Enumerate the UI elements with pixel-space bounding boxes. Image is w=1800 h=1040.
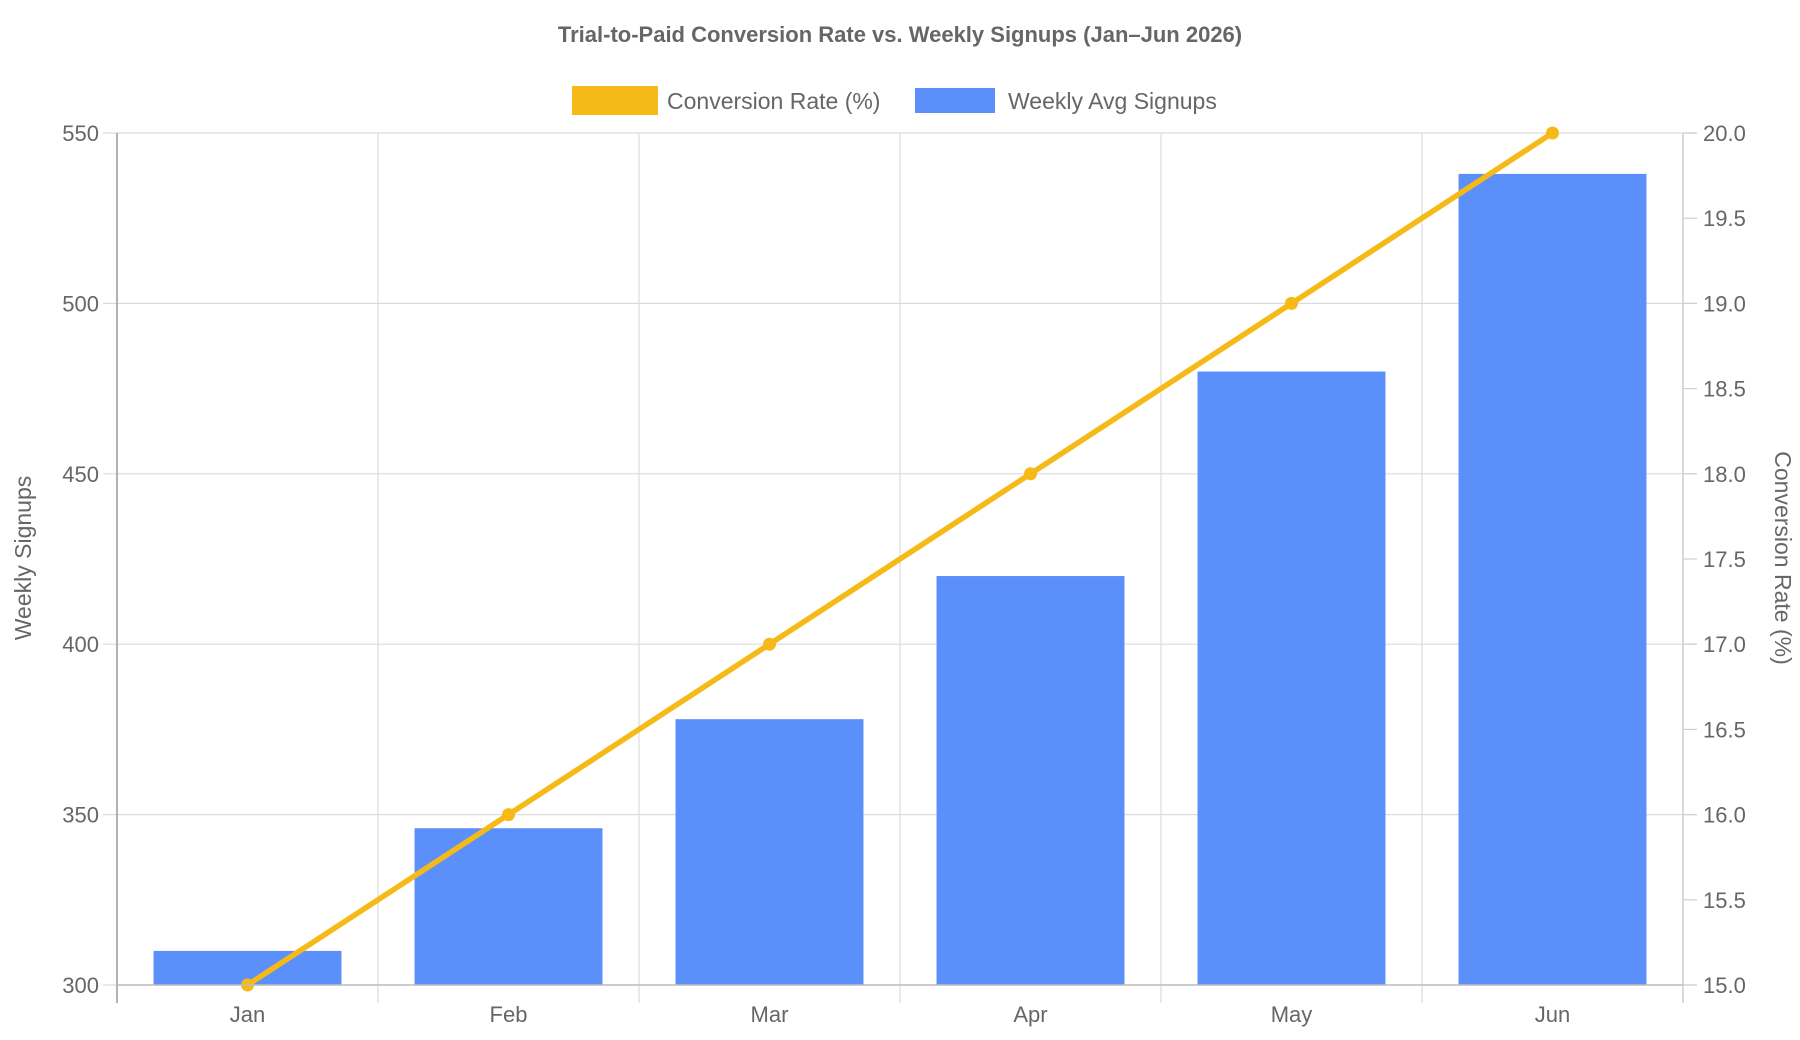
legend-item-weekly-avg-signups[interactable]: Weekly Avg Signups	[915, 88, 1217, 114]
x-tick-label: Feb	[490, 1002, 528, 1027]
y-left-tick-label: 350	[62, 803, 99, 828]
y-left-tick-label: 550	[62, 121, 99, 146]
y-left-tick-label: 500	[62, 291, 99, 316]
y-axis-left-title: Weekly Signups	[10, 476, 36, 641]
bar-jun[interactable]	[1458, 173, 1647, 985]
point-conversion-rate-apr[interactable]	[1024, 467, 1037, 481]
bar-apr[interactable]	[936, 576, 1125, 985]
y-right-tick-label: 19.5	[1703, 206, 1746, 231]
axes: 300 350 400 450 500 550 15.0 15.5 16.0 16.5 17.0 17…	[62, 121, 1746, 1027]
bar-feb[interactable]	[414, 828, 603, 985]
line-series-conversion-rate	[241, 126, 1559, 992]
point-conversion-rate-feb[interactable]	[502, 808, 515, 822]
y-right-tick-label: 15.0	[1703, 973, 1746, 998]
x-tick-label: Jan	[230, 1002, 265, 1027]
y-right-tick-label: 18.5	[1703, 377, 1746, 402]
y-left-tick-label: 300	[62, 973, 99, 998]
y-right-tick-label: 18.0	[1703, 462, 1746, 487]
x-tick-label: Jun	[1535, 1002, 1570, 1027]
y-right-tick-label: 17.0	[1703, 632, 1746, 657]
x-tick-label: May	[1271, 1002, 1313, 1027]
legend-label-weekly-avg-signups: Weekly Avg Signups	[1008, 88, 1217, 114]
line-conversion-rate	[245, 130, 1555, 988]
legend-label-conversion-rate: Conversion Rate (%)	[667, 88, 880, 114]
y-right-tick-label: 17.5	[1703, 547, 1746, 572]
legend-swatch-weekly-avg-signups	[915, 88, 995, 113]
bar-series-weekly-avg-signups	[153, 173, 1647, 985]
x-tick-label: Mar	[751, 1002, 789, 1027]
bar-mar[interactable]	[675, 719, 864, 985]
legend-item-conversion-rate[interactable]: Conversion Rate (%)	[572, 86, 880, 115]
y-axis-right-title: Conversion Rate (%)	[1770, 451, 1796, 664]
y-right-tick-label: 16.5	[1703, 717, 1746, 742]
grid	[103, 132, 1697, 1003]
y-right-tick-label: 16.0	[1703, 803, 1746, 828]
point-conversion-rate-may[interactable]	[1285, 296, 1298, 310]
y-right-tick-label: 20.0	[1703, 121, 1746, 146]
x-tick-label: Apr	[1013, 1002, 1047, 1027]
legend-swatch-conversion-rate	[572, 86, 658, 115]
y-left-tick-label: 450	[62, 462, 99, 487]
point-conversion-rate-jun[interactable]	[1546, 126, 1559, 140]
y-right-tick-label: 15.5	[1703, 888, 1746, 913]
bar-may[interactable]	[1197, 371, 1386, 985]
point-conversion-rate-mar[interactable]	[763, 637, 776, 651]
y-right-tick-label: 19.0	[1703, 291, 1746, 316]
legend[interactable]: Conversion Rate (%) Weekly Avg Signups	[572, 86, 1217, 115]
chart-title: Trial-to-Paid Conversion Rate vs. Weekly…	[558, 22, 1242, 47]
y-left-tick-label: 400	[62, 632, 99, 657]
